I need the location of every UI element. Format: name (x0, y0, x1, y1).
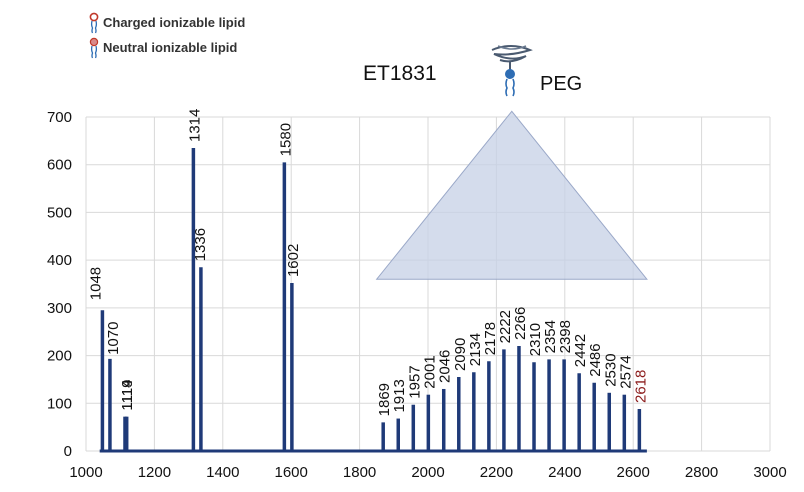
peak-label-1913: 1913 (391, 379, 408, 412)
legend-label-charged: Charged ionizable lipid (103, 15, 246, 30)
peg-distribution-region (375, 110, 648, 280)
peak-label-2134: 2134 (467, 333, 484, 366)
x-tick-label: 2600 (617, 464, 650, 481)
peak-label-2222: 2222 (497, 310, 514, 343)
x-tick-label: 1600 (275, 464, 308, 481)
x-tick-label: 3000 (753, 464, 786, 481)
peg-distribution-triangle (375, 110, 648, 280)
axes: 0 100 200 300 400 500 600 700 1000 1200 1400 1600 18… (47, 109, 787, 481)
peak-label-2354: 2354 (542, 320, 559, 353)
chart-title: ET1831 (363, 62, 437, 85)
peg-label: PEG (540, 73, 583, 95)
y-tick-label: 100 (47, 395, 72, 412)
legend-item-charged: Charged ionizable lipid (88, 10, 245, 35)
x-tick-label: 2800 (685, 464, 718, 481)
peak-label-2001: 2001 (421, 355, 438, 388)
peak-label-1602: 1602 (285, 244, 302, 277)
peak-label-1580: 1580 (277, 123, 294, 156)
peak-label-1957: 1957 (406, 365, 423, 398)
legend-item-neutral: Neutral ionizable lipid (88, 35, 245, 60)
x-tick-label: 2000 (411, 464, 444, 481)
peak-label-2266: 2266 (512, 307, 529, 340)
y-tick-label: 0 (64, 443, 72, 460)
y-tick-label: 500 (47, 204, 72, 221)
x-tick-label: 2400 (548, 464, 581, 481)
peak-label-2046: 2046 (437, 350, 454, 383)
y-tick-label: 600 (47, 157, 72, 174)
charged-lipid-icon (89, 12, 99, 33)
y-tick-label: 700 (47, 109, 72, 126)
x-tick-label: 1400 (206, 464, 239, 481)
peak-label-1314: 1314 (186, 109, 203, 142)
peak-label-2442: 2442 (572, 334, 589, 367)
peak-label-2178: 2178 (482, 322, 499, 355)
peak-label-2310: 2310 (527, 323, 544, 356)
peak-bars (99, 148, 647, 453)
peak-label-1114: 1114 (119, 379, 136, 410)
peak-label-2398: 2398 (557, 320, 574, 353)
y-tick-label: 200 (47, 348, 72, 365)
peak-label-1070: 1070 (105, 322, 122, 355)
x-tick-label: 1800 (343, 464, 376, 481)
neutral-lipid-icon (89, 37, 99, 58)
peg-lipid-icon (491, 45, 533, 97)
legend-label-neutral: Neutral ionizable lipid (103, 40, 238, 55)
y-tick-label: 300 (47, 300, 72, 317)
peak-label-1869: 1869 (376, 383, 393, 416)
x-tick-label: 2200 (480, 464, 513, 481)
peak-label-1119: 1119 (119, 379, 136, 410)
legend: Charged ionizable lipid Neutral ionizabl… (88, 10, 245, 60)
peak-label-2618: 2618 (632, 370, 649, 403)
peak-label-1048: 1048 (87, 267, 104, 300)
x-tick-label: 1200 (138, 464, 171, 481)
y-tick-label: 400 (47, 252, 72, 269)
peak-label-2486: 2486 (587, 343, 604, 376)
peak-label-2530: 2530 (602, 353, 619, 386)
peak-label-2090: 2090 (452, 338, 469, 371)
peak-label-1336: 1336 (192, 228, 209, 261)
peak-label-2574: 2574 (617, 355, 634, 388)
x-tick-label: 1000 (69, 464, 102, 481)
